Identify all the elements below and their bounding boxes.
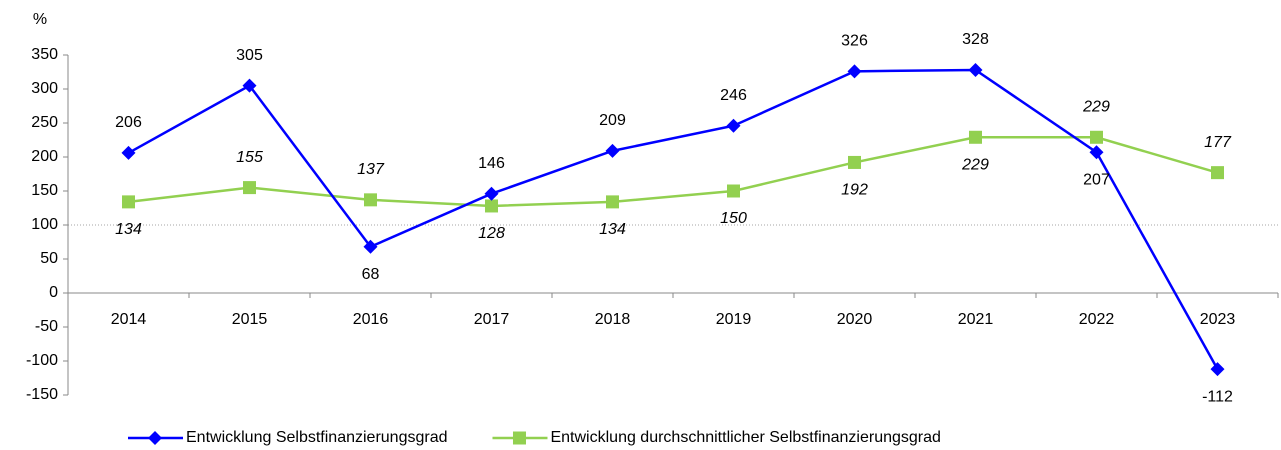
data-label: 134: [115, 221, 142, 238]
data-label: 229: [961, 156, 989, 173]
series-line: [128, 136, 1218, 208]
data-point: [484, 186, 499, 201]
data-point: [243, 181, 256, 195]
x-tick-label: 2017: [474, 311, 510, 328]
y-tick-label: 250: [31, 114, 58, 131]
y-axis-unit: %: [33, 11, 47, 28]
x-tick-label: 2018: [595, 311, 631, 328]
data-label: 177: [1204, 134, 1232, 151]
data-label: 192: [841, 182, 868, 199]
data-point: [726, 118, 741, 133]
data-point: [1090, 130, 1103, 144]
x-tick-label: 2014: [111, 311, 147, 328]
data-label: 229: [1082, 98, 1110, 115]
y-tick-label: 150: [31, 182, 58, 199]
x-tick-label: 2023: [1200, 311, 1236, 328]
x-tick-label: 2016: [353, 311, 389, 328]
legend-marker: [512, 431, 526, 445]
data-point: [363, 239, 378, 254]
legend-marker: [148, 431, 162, 445]
data-point: [242, 78, 257, 93]
data-label: 305: [236, 47, 263, 64]
data-point: [968, 62, 983, 77]
data-label: 328: [962, 31, 989, 48]
y-tick-label: 50: [40, 250, 58, 267]
data-label: 209: [599, 112, 626, 129]
data-label: -112: [1202, 388, 1233, 405]
data-label: 137: [357, 161, 385, 178]
y-tick-label: 300: [31, 80, 58, 97]
y-tick-label: 200: [31, 148, 58, 165]
data-label: 128: [478, 225, 505, 242]
data-point: [1089, 145, 1104, 160]
y-tick-label: -100: [26, 352, 58, 369]
data-point: [121, 145, 136, 160]
y-tick-label: -50: [35, 318, 58, 335]
data-point: [606, 195, 619, 209]
x-tick-label: 2015: [232, 311, 268, 328]
data-label: 207: [1083, 171, 1110, 188]
data-label: 68: [362, 266, 380, 283]
data-point: [969, 130, 982, 144]
data-point: [1211, 166, 1224, 180]
data-label: 246: [720, 87, 747, 104]
data-point: [122, 195, 135, 209]
series-line: [127, 68, 1219, 370]
data-point: [847, 64, 862, 79]
data-point: [485, 199, 498, 213]
y-tick-label: -150: [26, 386, 58, 403]
data-point: [1210, 362, 1225, 377]
data-point: [727, 184, 740, 198]
x-tick-label: 2020: [837, 311, 873, 328]
legend-label: Entwicklung Selbstfinanzierungsgrad: [186, 429, 447, 446]
data-label: 134: [599, 221, 626, 238]
x-tick-label: 2019: [716, 311, 752, 328]
data-label: 150: [720, 210, 747, 227]
data-label: 146: [478, 155, 505, 172]
y-tick-label: 100: [31, 216, 58, 233]
data-label: 155: [236, 149, 263, 166]
data-point: [848, 155, 861, 169]
x-tick-label: 2021: [958, 311, 994, 328]
y-tick-label: 350: [31, 46, 58, 63]
legend-label: Entwicklung durchschnittlicher Selbstfin…: [550, 429, 940, 446]
data-label: 206: [115, 114, 142, 131]
data-point: [605, 143, 620, 158]
data-label: 326: [841, 33, 868, 50]
data-point: [364, 193, 377, 207]
y-tick-label: 0: [49, 284, 58, 301]
x-tick-label: 2022: [1079, 311, 1115, 328]
